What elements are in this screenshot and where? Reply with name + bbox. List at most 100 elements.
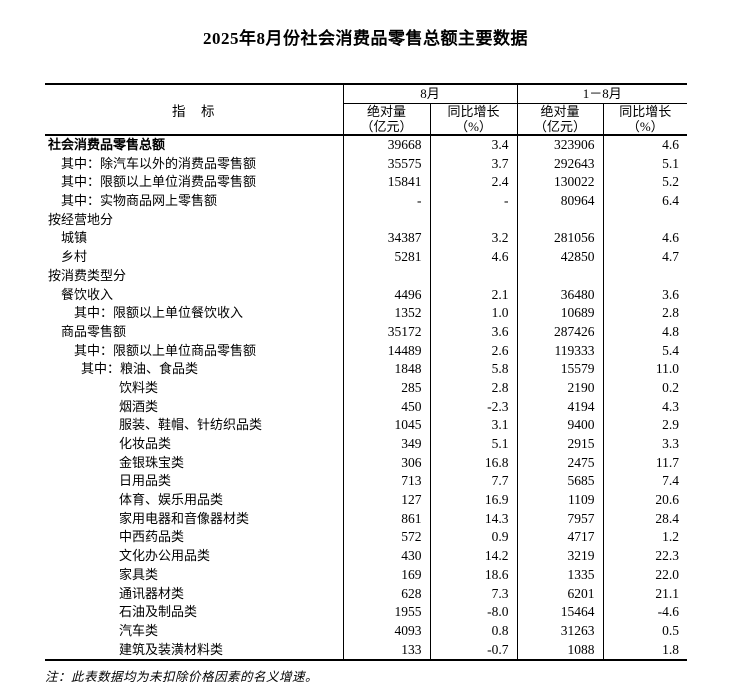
value-cell: 4.8 xyxy=(602,322,688,342)
table-row: 石油及制品类 1955 -8.0 15464 -4.6 xyxy=(45,603,688,622)
measure-unit: （%） xyxy=(626,119,664,134)
table-row: 其中：限额以上单位餐饮收入 1352 1.0 10689 2.8 xyxy=(45,304,688,323)
value-cell: 14489 xyxy=(342,341,430,361)
measure-unit: （亿元） xyxy=(534,119,587,134)
table-row: 社会消费品零售总额 39668 3.4 323906 4.6 xyxy=(45,135,688,155)
value-cell: 306 xyxy=(342,453,430,473)
value-cell: 1045 xyxy=(342,416,430,435)
value-cell: 14.2 xyxy=(429,547,518,566)
value-cell: 39668 xyxy=(342,135,430,155)
table-row: 金银珠宝类 306 16.8 2475 11.7 xyxy=(45,453,688,473)
value-cell: 6201 xyxy=(516,584,604,604)
jan-to-aug-group-header: 1－8月 xyxy=(516,84,688,104)
value-cell: 7.7 xyxy=(429,472,518,492)
value-cell: 281056 xyxy=(516,229,604,249)
value-cell: 2190 xyxy=(516,378,604,398)
table-body: 社会消费品零售总额 39668 3.4 323906 4.6 其中：除汽车以外的消费品零售… xyxy=(45,135,688,661)
value-cell: 349 xyxy=(342,435,430,454)
august-absolute-header: 绝对量 （亿元） xyxy=(342,103,430,136)
table-row: 商品零售额 35172 3.6 287426 4.8 xyxy=(45,322,688,342)
value-cell: 119333 xyxy=(516,341,604,361)
value-cell xyxy=(602,210,688,230)
indicator-label: 服装、鞋帽、针纺织品类 xyxy=(119,417,263,433)
value-cell: 15464 xyxy=(516,603,604,622)
measure-label: 绝对量 xyxy=(366,104,406,119)
indicator-label: 商品零售额 xyxy=(61,323,127,339)
measure-unit: （亿元） xyxy=(360,119,413,134)
value-cell: -4.6 xyxy=(602,603,688,622)
indicator-label: 文化办公用品类 xyxy=(119,548,211,564)
value-cell: 4.6 xyxy=(602,229,688,249)
table-row: 餐饮收入 4496 2.1 36480 3.6 xyxy=(45,285,688,305)
value-cell: -0.7 xyxy=(429,640,518,661)
value-cell: 1848 xyxy=(342,360,430,379)
value-cell: -2.3 xyxy=(429,397,518,417)
table-row: 其中：实物商品网上零售额 - -80964 6.4 xyxy=(45,192,688,211)
header-row-measures: 绝对量 （亿元） 同比增长 （%） 绝对量 （亿元） 同比增长 （%） xyxy=(45,103,688,136)
table-row: 饮料类 285 2.8 2190 0.2 xyxy=(45,378,688,398)
measure-label: 绝对量 xyxy=(540,104,580,119)
value-cell: 4093 xyxy=(342,621,430,641)
header-row-groups: 指 标 8月 1－8月 xyxy=(45,84,688,136)
measure-label: 同比增长 xyxy=(447,104,500,119)
value-cell: 572 xyxy=(342,528,430,548)
value-cell: 2475 xyxy=(516,453,604,473)
value-cell: 16.9 xyxy=(429,491,518,510)
value-cell: 20.6 xyxy=(602,491,688,510)
indicator-label: 其中：限额以上单位商品零售额 xyxy=(74,342,257,358)
indicator-label: 汽车类 xyxy=(119,622,159,638)
indicator-label: 其中：实物商品网上零售额 xyxy=(61,193,218,209)
value-cell: 1.2 xyxy=(602,528,688,548)
measure-unit: （%） xyxy=(455,119,492,134)
value-cell: 35172 xyxy=(342,322,430,342)
indicator-label: 饮料类 xyxy=(119,379,159,395)
value-cell: 169 xyxy=(342,565,430,585)
value-cell xyxy=(342,210,430,230)
indicator-label: 其中：限额以上单位餐饮收入 xyxy=(74,305,244,321)
value-cell: - xyxy=(342,192,430,211)
value-cell: 0.9 xyxy=(429,528,518,548)
value-cell: 4496 xyxy=(342,285,430,305)
value-cell: 0.2 xyxy=(602,378,688,398)
value-cell: 5.1 xyxy=(602,154,688,174)
value-cell: - xyxy=(429,192,518,211)
value-cell: 3.3 xyxy=(602,435,688,454)
value-cell: 22.3 xyxy=(602,547,688,566)
value-cell: 130022 xyxy=(516,173,604,193)
value-cell: 31263 xyxy=(516,621,604,641)
value-cell: 127 xyxy=(342,491,430,510)
table-row: 其中：粮油、食品类 1848 5.8 15579 11.0 xyxy=(45,360,688,379)
indicator-label: 按经营地分 xyxy=(48,211,114,227)
value-cell: 7.4 xyxy=(602,472,688,492)
indicator-label: 城镇 xyxy=(61,230,88,246)
value-cell: 3.7 xyxy=(429,154,518,174)
value-cell: 2915 xyxy=(516,435,604,454)
table-row: 烟酒类 450 -2.3 4194 4.3 xyxy=(45,397,688,417)
indicator-label: 乡村 xyxy=(61,249,88,265)
august-yoy-growth-header: 同比增长 （%） xyxy=(429,103,518,136)
value-cell: 2.6 xyxy=(429,341,518,361)
page-title: 2025年8月份社会消费品零售总额主要数据 xyxy=(203,29,528,48)
indicator-label: 烟酒类 xyxy=(119,398,159,414)
table-row: 乡村 5281 4.6 42850 4.7 xyxy=(45,248,688,267)
value-cell: 2.1 xyxy=(429,285,518,305)
indicator-label: 中西药品类 xyxy=(119,529,185,545)
table-row: 化妆品类 349 5.1 2915 3.3 xyxy=(45,435,688,454)
value-cell: 15841 xyxy=(342,173,430,193)
jan-to-aug-yoy-growth-header: 同比增长 （%） xyxy=(602,103,688,136)
value-cell: 16.8 xyxy=(429,453,518,473)
value-cell: 80964 xyxy=(516,192,604,211)
table-row: 其中：限额以上单位消费品零售额 15841 2.4 130022 5.2 xyxy=(45,173,688,193)
value-cell: 0.8 xyxy=(429,621,518,641)
table-row: 汽车类 4093 0.8 31263 0.5 xyxy=(45,621,688,641)
value-cell: 430 xyxy=(342,547,430,566)
value-cell: 1109 xyxy=(516,491,604,510)
value-cell xyxy=(429,266,518,286)
value-cell: 1088 xyxy=(516,640,604,661)
value-cell: 713 xyxy=(342,472,430,492)
table-row: 其中：限额以上单位商品零售额 14489 2.6 119333 5.4 xyxy=(45,341,688,361)
value-cell: 5.2 xyxy=(602,173,688,193)
table-row: 建筑及装潢材料类 133 -0.7 1088 1.8 xyxy=(45,640,688,661)
value-cell: 3.6 xyxy=(602,285,688,305)
value-cell: 5.8 xyxy=(429,360,518,379)
